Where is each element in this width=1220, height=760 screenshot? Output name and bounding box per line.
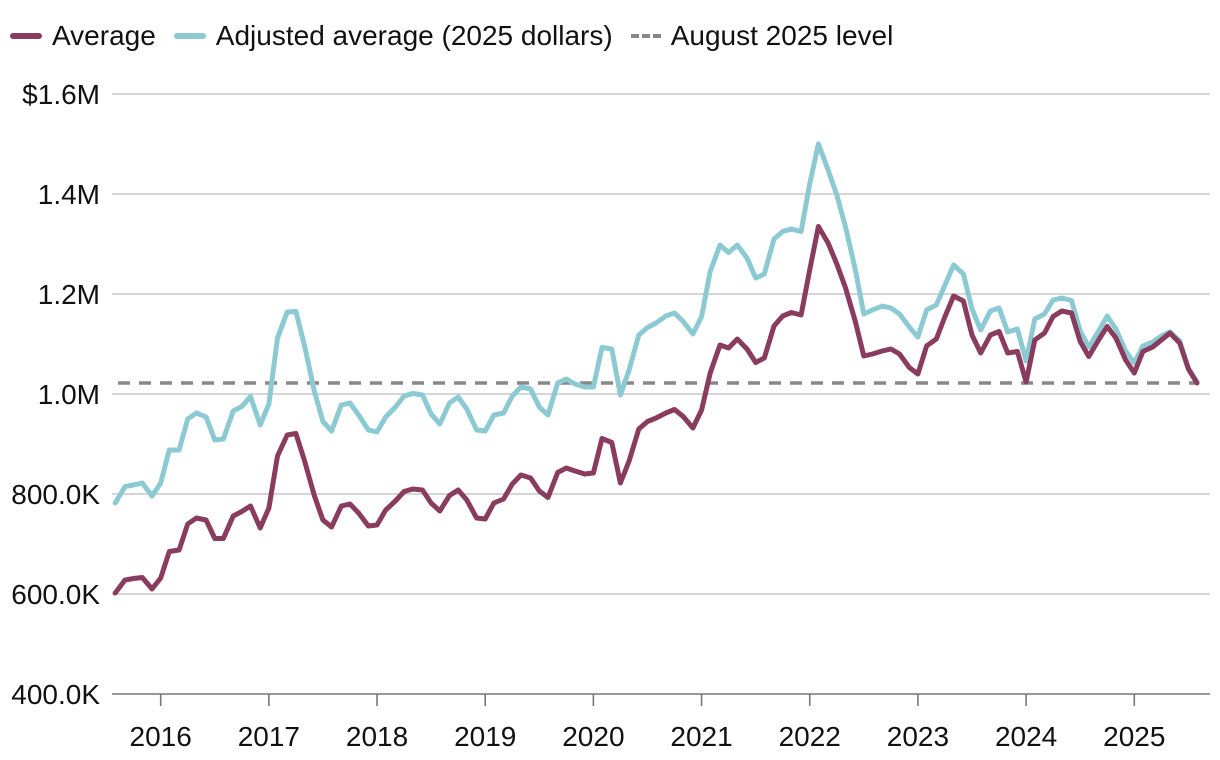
- series-lines: [112, 141, 1200, 596]
- legend-item-reference-level: August 2025 level: [630, 14, 894, 58]
- y-tick-label: 1.4M: [38, 179, 100, 210]
- legend-swatch-average: [10, 33, 42, 39]
- x-tick-label: 2020: [562, 721, 624, 752]
- y-tick-label: 400.0K: [11, 679, 100, 710]
- x-tick-label: 2017: [238, 721, 300, 752]
- y-tick-label: 1.2M: [38, 279, 100, 310]
- gridlines: [112, 93, 1210, 695]
- x-tick-label: 2025: [1103, 721, 1165, 752]
- series-line-adjusted-average: [112, 141, 1200, 506]
- x-tick-label: 2016: [130, 721, 192, 752]
- legend-label-adjusted-average: Adjusted average (2025 dollars): [215, 20, 613, 51]
- x-tick-label: 2022: [779, 721, 841, 752]
- x-axis-ticks: 2016 2017 2018 2019 2020 2021 2022 2023 2024 2025: [130, 694, 1165, 752]
- y-tick-label: 1.0M: [38, 379, 100, 410]
- legend-item-adjusted-average: Adjusted average (2025 dollars): [173, 14, 613, 58]
- y-tick-label: $1.6M: [22, 79, 100, 110]
- series-line-average: [112, 224, 1200, 596]
- legend-swatch-adjusted-average: [173, 33, 206, 39]
- y-tick-label: 600.0K: [11, 579, 100, 610]
- legend-item-average: Average: [10, 14, 156, 58]
- x-tick-label: 2021: [670, 721, 732, 752]
- y-axis-ticks: 400.0K 600.0K 800.0K 1.0M 1.2M 1.4M $1.6M: [11, 79, 100, 710]
- y-tick-label: 800.0K: [11, 479, 100, 510]
- chart-legend: Average Adjusted average (2025 dollars) …: [10, 14, 893, 58]
- legend-swatch-reference-level: [630, 34, 661, 38]
- x-tick-label: 2019: [454, 721, 516, 752]
- x-tick-label: 2018: [346, 721, 408, 752]
- x-tick-label: 2023: [887, 721, 949, 752]
- legend-label-reference-level: August 2025 level: [670, 20, 894, 51]
- x-tick-label: 2024: [995, 721, 1057, 752]
- legend-label-average: Average: [52, 20, 156, 51]
